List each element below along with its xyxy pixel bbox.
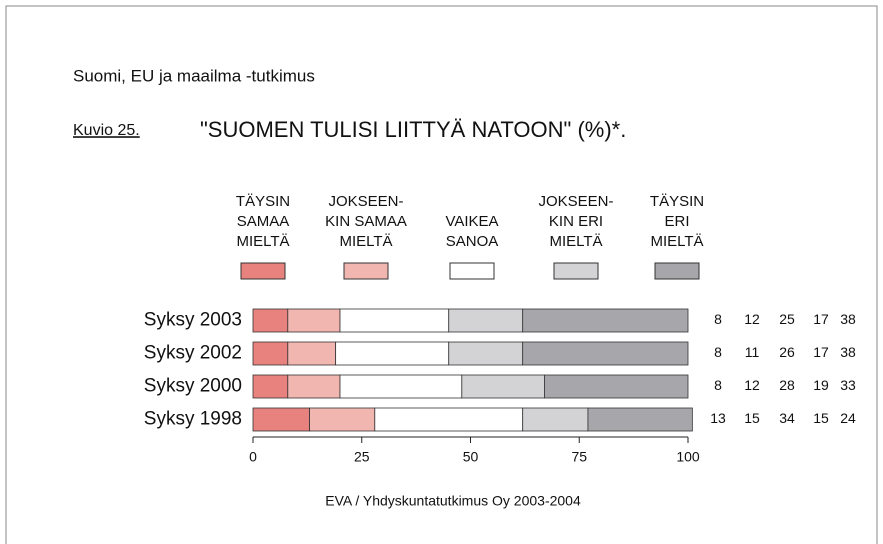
- value-label: 38: [840, 311, 856, 327]
- legend-swatch: [654, 262, 700, 280]
- bar-segment: [339, 308, 450, 333]
- x-tick-label: 50: [463, 449, 479, 465]
- legend-label: VAIKEA SANOA: [445, 213, 499, 250]
- bar-segment: [252, 407, 310, 432]
- value-label: 34: [779, 410, 795, 426]
- bar-segment: [252, 374, 289, 399]
- chart-title: "SUOMEN TULISI LIITTYÄ NATOON" (%)*.: [200, 117, 626, 142]
- y-tick-label: Syksy 2002: [144, 343, 242, 364]
- bar-segment: [252, 308, 289, 333]
- legend-label: JOKSEEN- KIN SAMAA MIELTÄ: [325, 193, 407, 250]
- value-label: 12: [744, 377, 760, 393]
- value-label: 19: [813, 377, 829, 393]
- bar-segment: [448, 308, 524, 333]
- bar-segment: [287, 308, 341, 333]
- value-label: 15: [744, 410, 760, 426]
- value-label: 33: [840, 377, 856, 393]
- bar-segment: [587, 407, 693, 432]
- source: EVA / Yhdyskuntatutkimus Oy 2003-2004: [325, 493, 581, 509]
- value-label: 26: [779, 344, 795, 360]
- value-label: 13: [710, 410, 726, 426]
- x-tick-label: 75: [571, 449, 587, 465]
- value-label: 15: [813, 410, 829, 426]
- value-label: 8: [714, 311, 722, 327]
- bar-segment: [374, 407, 524, 432]
- y-tick-label: Syksy 1998: [144, 409, 242, 430]
- bar-segment: [287, 374, 341, 399]
- bar-segment: [522, 308, 689, 333]
- legend-swatch: [240, 262, 286, 280]
- value-label: 17: [813, 311, 829, 327]
- bar-segment: [448, 341, 524, 366]
- value-label: 12: [744, 311, 760, 327]
- value-label: 11: [745, 344, 760, 360]
- value-label: 24: [840, 410, 856, 426]
- bar-segment: [287, 341, 337, 366]
- value-label: 8: [714, 377, 722, 393]
- y-tick-label: Syksy 2000: [144, 376, 242, 397]
- x-tick-label: 0: [249, 449, 257, 465]
- bar-segment: [309, 407, 376, 432]
- y-tick-label: Syksy 2003: [144, 310, 242, 331]
- bar-segment: [339, 374, 463, 399]
- legend-label: TÄYSIN SAMAA MIELTÄ: [235, 193, 291, 250]
- x-tick-label: 100: [676, 449, 700, 465]
- bar-segment: [522, 341, 689, 366]
- legend-label: TÄYSIN ERI MIELTÄ: [649, 193, 705, 250]
- header: Suomi, EU ja maailma -tutkimus: [73, 66, 315, 85]
- bar-segment: [544, 374, 689, 399]
- legend-label: JOKSEEN- KIN ERI MIELTÄ: [538, 193, 614, 250]
- value-label: 38: [840, 344, 856, 360]
- value-label: 8: [714, 344, 722, 360]
- value-label: 25: [779, 311, 795, 327]
- bar-segment: [461, 374, 545, 399]
- legend-swatch: [553, 262, 599, 280]
- legend-swatch: [343, 262, 389, 280]
- x-tick-label: 25: [354, 449, 370, 465]
- bar-segment: [335, 341, 450, 366]
- value-label: 17: [813, 344, 829, 360]
- bar-segment: [522, 407, 589, 432]
- bar-segment: [252, 341, 289, 366]
- value-label: 28: [779, 377, 795, 393]
- figure-label: Kuvio 25.: [73, 122, 140, 139]
- legend-swatch: [449, 262, 495, 280]
- frame: [5, 5, 878, 544]
